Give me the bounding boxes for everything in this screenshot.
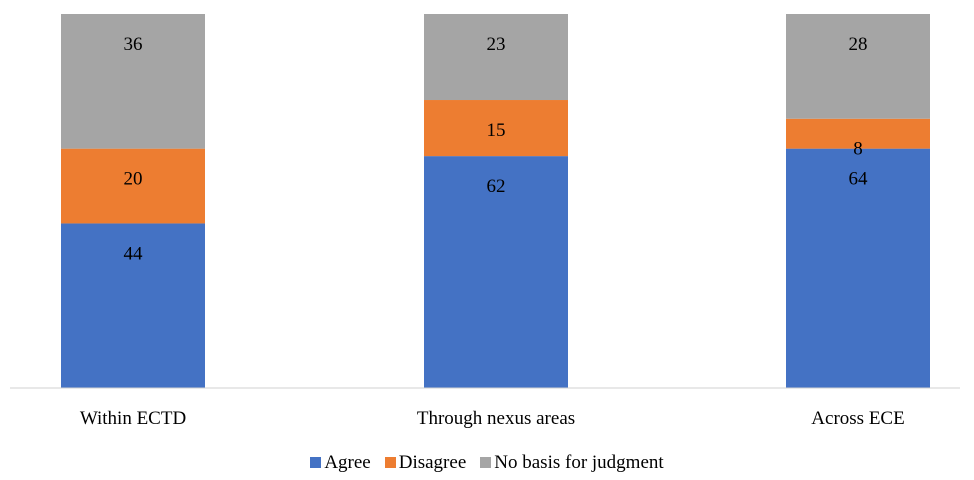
x-tick-label-group: Within ECTD Through nexus areas Across ECE [80,408,905,429]
bar-segment [424,156,568,388]
legend-label: Agree [324,452,371,473]
bar-segment [786,118,930,149]
legend-item: Agree [310,452,371,474]
bar-segment [61,14,205,149]
data-label: 44 [124,243,144,264]
bar-segment [786,148,930,388]
legend-swatch [310,457,322,468]
bar-segment [61,223,205,388]
legend-label: No basis for judgment [494,452,664,473]
x-tick-label: Through nexus areas [417,408,575,429]
legend: Agree Disagree No basis for judgment [0,452,974,474]
data-label: 36 [124,34,143,55]
legend-item: Disagree [384,452,467,474]
bar-segment [424,14,568,101]
bar-segment [786,14,930,119]
x-tick-label: Across ECE [811,408,904,429]
data-label: 15 [487,120,506,141]
data-label: 23 [487,34,506,55]
legend-item: No basis for judgment [480,452,664,474]
data-label-group: 44 20 36 62 15 23 64 8 28 [124,34,869,264]
data-label: 62 [487,176,506,197]
data-label: 28 [849,34,868,55]
bar-segment [424,100,568,157]
bar-group [61,14,930,388]
x-tick-label: Within ECTD [80,408,186,429]
bar-segment [61,148,205,224]
data-label: 20 [124,169,143,190]
legend-swatch [480,457,492,468]
legend-swatch [384,457,396,468]
legend-label: Disagree [398,452,467,473]
data-label: 64 [849,169,869,190]
data-label: 8 [853,139,863,160]
